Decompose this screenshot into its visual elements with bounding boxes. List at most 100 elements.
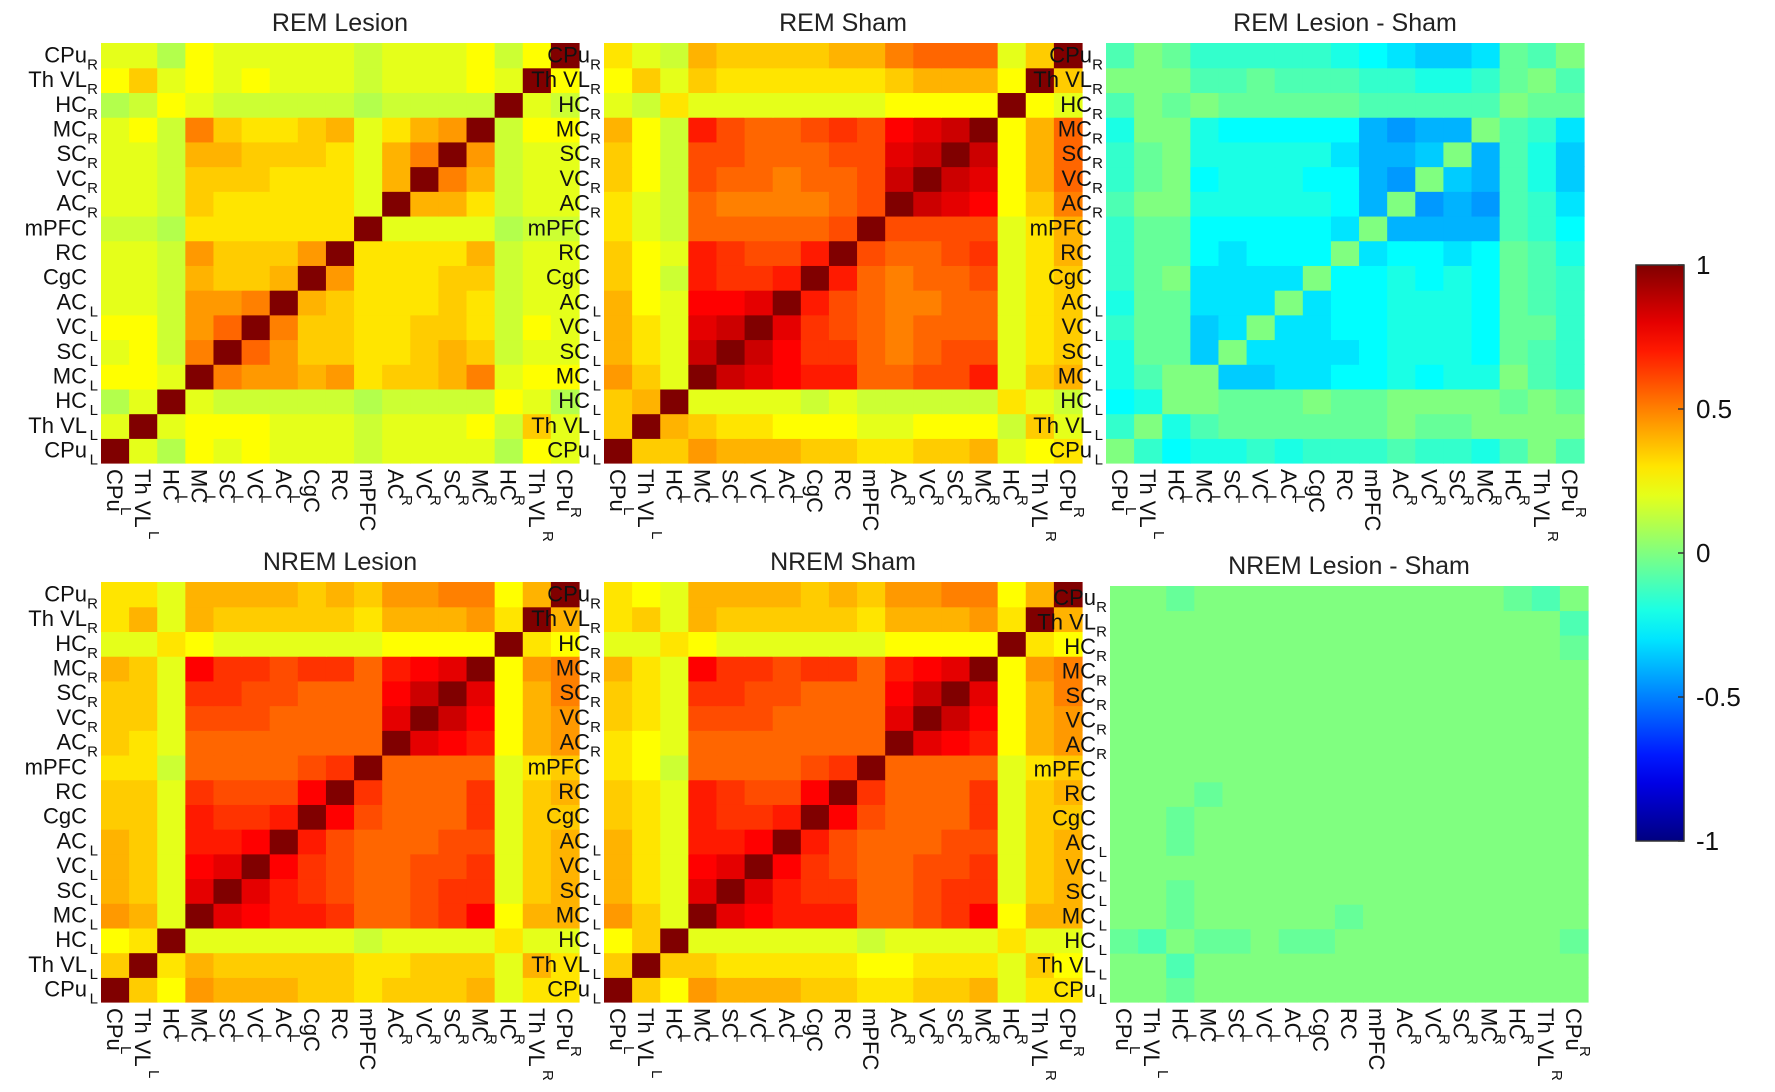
heatmap-cell bbox=[438, 705, 468, 731]
heatmap-cell bbox=[241, 903, 271, 929]
heatmap-cell bbox=[1531, 659, 1561, 685]
heatmap-cell bbox=[1443, 215, 1473, 242]
heatmap-cell bbox=[1166, 806, 1195, 832]
heatmap-cell bbox=[1166, 708, 1195, 734]
heatmap-cell bbox=[354, 853, 383, 880]
y-tick-subscript: L bbox=[90, 402, 98, 419]
x-tick-subscript: L bbox=[201, 495, 218, 503]
heatmap-cell bbox=[1302, 92, 1332, 118]
x-tick: MCL bbox=[1195, 1008, 1227, 1042]
y-tick-label: AC bbox=[56, 289, 87, 314]
heatmap-cell bbox=[1555, 92, 1585, 118]
heatmap-cell bbox=[269, 339, 299, 365]
heatmap-cell bbox=[269, 364, 299, 390]
heatmap-cell bbox=[269, 240, 299, 266]
heatmap-cell bbox=[410, 67, 440, 94]
heatmap-cell bbox=[1222, 855, 1252, 881]
y-tick-label: CgC bbox=[1052, 805, 1096, 830]
heatmap-cell bbox=[1531, 879, 1561, 905]
heatmap-cell bbox=[1387, 240, 1416, 266]
heatmap-cell bbox=[410, 754, 440, 781]
heatmap-cell bbox=[129, 606, 158, 633]
heatmap-cell bbox=[1559, 634, 1589, 661]
heatmap-cell bbox=[744, 141, 774, 168]
x-tick-label: VC bbox=[914, 469, 939, 500]
heatmap-cell bbox=[241, 215, 271, 242]
x-tick-label: SC bbox=[1445, 469, 1470, 500]
heatmap-cell bbox=[1190, 364, 1220, 390]
heatmap-cell bbox=[1053, 413, 1083, 439]
heatmap-cell bbox=[1447, 732, 1477, 758]
heatmap-cell bbox=[157, 43, 186, 69]
heatmap-cell bbox=[1415, 339, 1445, 365]
x-tick-label: SC bbox=[718, 1008, 743, 1039]
heatmap-cell bbox=[466, 67, 496, 94]
x-tick-subscript: L bbox=[1263, 495, 1280, 503]
heatmap-cell bbox=[1559, 708, 1589, 734]
heatmap-cell bbox=[688, 92, 718, 118]
heatmap-cell bbox=[688, 240, 718, 266]
heatmap-cell bbox=[185, 141, 215, 168]
y-tick-subscript: R bbox=[1092, 81, 1103, 98]
heatmap-cell bbox=[410, 656, 440, 682]
x-tick-label: VC bbox=[746, 1008, 771, 1039]
heatmap-cell bbox=[885, 656, 914, 682]
heatmap-cell bbox=[325, 166, 355, 192]
heatmap-cell bbox=[1531, 855, 1561, 881]
heatmap-cell bbox=[997, 754, 1027, 781]
heatmap-cell bbox=[325, 730, 355, 756]
x-tick: SCL bbox=[718, 1008, 750, 1042]
heatmap-cell bbox=[716, 240, 746, 266]
heatmap-cell bbox=[1555, 215, 1585, 242]
heatmap-cell bbox=[857, 215, 886, 242]
x-tick-subscript: R bbox=[1042, 531, 1059, 542]
x-tick-label: mPFC bbox=[355, 469, 380, 531]
heatmap-cell bbox=[213, 117, 243, 143]
heatmap-cell bbox=[1106, 240, 1135, 266]
heatmap-cell bbox=[857, 977, 886, 1003]
heatmap-cell bbox=[1194, 904, 1224, 930]
heatmap-cell bbox=[1443, 67, 1473, 94]
y-tick-label: VC bbox=[1061, 314, 1092, 339]
x-tick: SCL bbox=[1224, 1008, 1256, 1042]
heatmap-cell bbox=[1415, 364, 1445, 390]
x-tick: Th VLR bbox=[524, 1008, 556, 1081]
y-tick-label: VC bbox=[559, 314, 590, 339]
x-tick: Th VLL bbox=[633, 1008, 665, 1078]
heatmap-cell bbox=[410, 438, 440, 464]
heatmap-cell bbox=[1334, 708, 1364, 734]
heatmap-cell bbox=[800, 804, 830, 830]
heatmap-cell bbox=[129, 438, 158, 464]
heatmap-cell bbox=[410, 927, 440, 954]
y-tick-label: AC bbox=[1061, 191, 1092, 216]
y-tick-subscript: R bbox=[590, 694, 601, 711]
heatmap-cell bbox=[913, 754, 943, 781]
heatmap-cell bbox=[772, 364, 802, 390]
heatmap-cell bbox=[157, 927, 186, 954]
y-tick-label: mPFC bbox=[25, 215, 87, 240]
heatmap-cell bbox=[604, 656, 633, 682]
heatmap-cell bbox=[1194, 928, 1224, 954]
heatmap-cell bbox=[828, 779, 858, 805]
heatmap-cell bbox=[1391, 634, 1420, 661]
heatmap-cell bbox=[494, 705, 524, 731]
heatmap-cell bbox=[828, 191, 858, 217]
heatmap-cell bbox=[744, 339, 774, 365]
heatmap-cell bbox=[913, 705, 943, 731]
heatmap-cell bbox=[688, 413, 718, 439]
y-tick-label: MC bbox=[53, 116, 87, 141]
heatmap-cell bbox=[1246, 364, 1276, 390]
heatmap-cell bbox=[857, 290, 886, 316]
heatmap-cell bbox=[213, 606, 243, 633]
y-tick-label: HC bbox=[558, 92, 590, 117]
heatmap-cell bbox=[494, 92, 524, 118]
heatmap-cell bbox=[354, 438, 383, 464]
heatmap-cell bbox=[1559, 953, 1589, 979]
heatmap-cell bbox=[325, 413, 355, 439]
heatmap-cell bbox=[1359, 364, 1388, 390]
heatmap-cell bbox=[466, 166, 496, 192]
heatmap-cell bbox=[213, 388, 243, 415]
heatmap-cell bbox=[1106, 290, 1135, 316]
heatmap-cell bbox=[1250, 708, 1280, 734]
heatmap-cell bbox=[1274, 215, 1304, 242]
